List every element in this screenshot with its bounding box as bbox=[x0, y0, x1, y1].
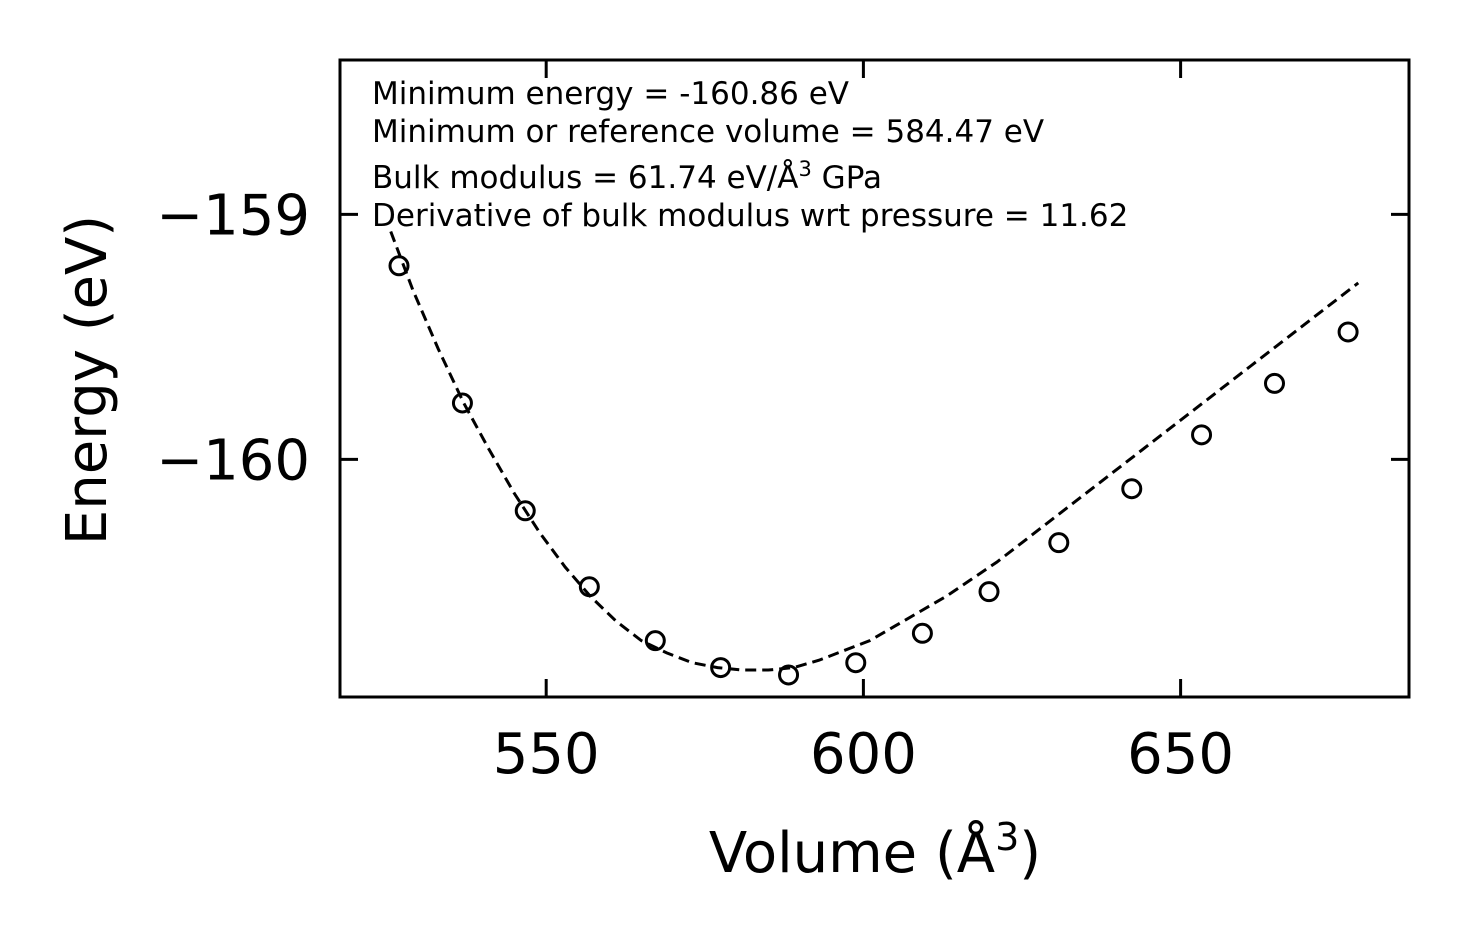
annotation-bulk-modulus-main: Bulk modulus = 61.74 eV/Å bbox=[372, 160, 798, 196]
data-point bbox=[644, 630, 666, 652]
x-axis-label-sup: 3 bbox=[995, 815, 1019, 859]
annotation-bulk-modulus-tail: GPa bbox=[812, 160, 882, 196]
data-point bbox=[514, 500, 536, 522]
annotation-bulk-modulus-derivative: Derivative of bulk modulus wrt pressure … bbox=[372, 198, 1128, 234]
x-tick-label: 550 bbox=[493, 722, 600, 787]
points-layer bbox=[388, 255, 1359, 686]
ticks-layer: 550 600 650 −159 −160 bbox=[156, 60, 1409, 787]
data-point bbox=[1048, 532, 1070, 554]
data-point bbox=[710, 657, 732, 679]
data-point bbox=[845, 652, 867, 674]
x-axis-label-main: Volume (Å bbox=[709, 820, 995, 886]
data-point bbox=[978, 581, 1000, 603]
y-tick-label: −159 bbox=[156, 183, 310, 248]
data-point bbox=[911, 622, 933, 644]
data-point bbox=[1337, 321, 1359, 343]
x-tick-label: 650 bbox=[1127, 722, 1234, 787]
data-point bbox=[1121, 478, 1143, 500]
annotation-min-energy: Minimum energy = -160.86 eV bbox=[372, 76, 849, 112]
annotation-box: Minimum energy = -160.86 eV Minimum or r… bbox=[372, 76, 1128, 234]
data-point bbox=[778, 664, 800, 686]
plot-area: 550 600 650 −159 −160 bbox=[156, 58, 1411, 787]
data-point bbox=[1191, 424, 1213, 446]
x-axis-label-close: ) bbox=[1019, 821, 1041, 886]
x-tick-label: 600 bbox=[810, 722, 917, 787]
y-tick-label: −160 bbox=[156, 428, 310, 493]
data-point bbox=[578, 576, 600, 598]
annotation-bulk-modulus: Bulk modulus = 61.74 eV/Å3 GPa bbox=[372, 157, 882, 196]
fit-curve bbox=[389, 230, 1360, 672]
data-point bbox=[1264, 372, 1285, 394]
x-axis-label: Volume (Å3) bbox=[709, 815, 1041, 886]
fit-layer bbox=[389, 230, 1360, 672]
annotation-bulk-modulus-sup: 3 bbox=[798, 157, 811, 181]
data-point bbox=[388, 255, 410, 277]
y-axis-label: Energy (eV) bbox=[55, 215, 120, 545]
annotation-reference-volume: Minimum or reference volume = 584.47 eV bbox=[372, 114, 1044, 150]
plot-frame bbox=[338, 58, 1411, 699]
data-point bbox=[451, 392, 473, 414]
